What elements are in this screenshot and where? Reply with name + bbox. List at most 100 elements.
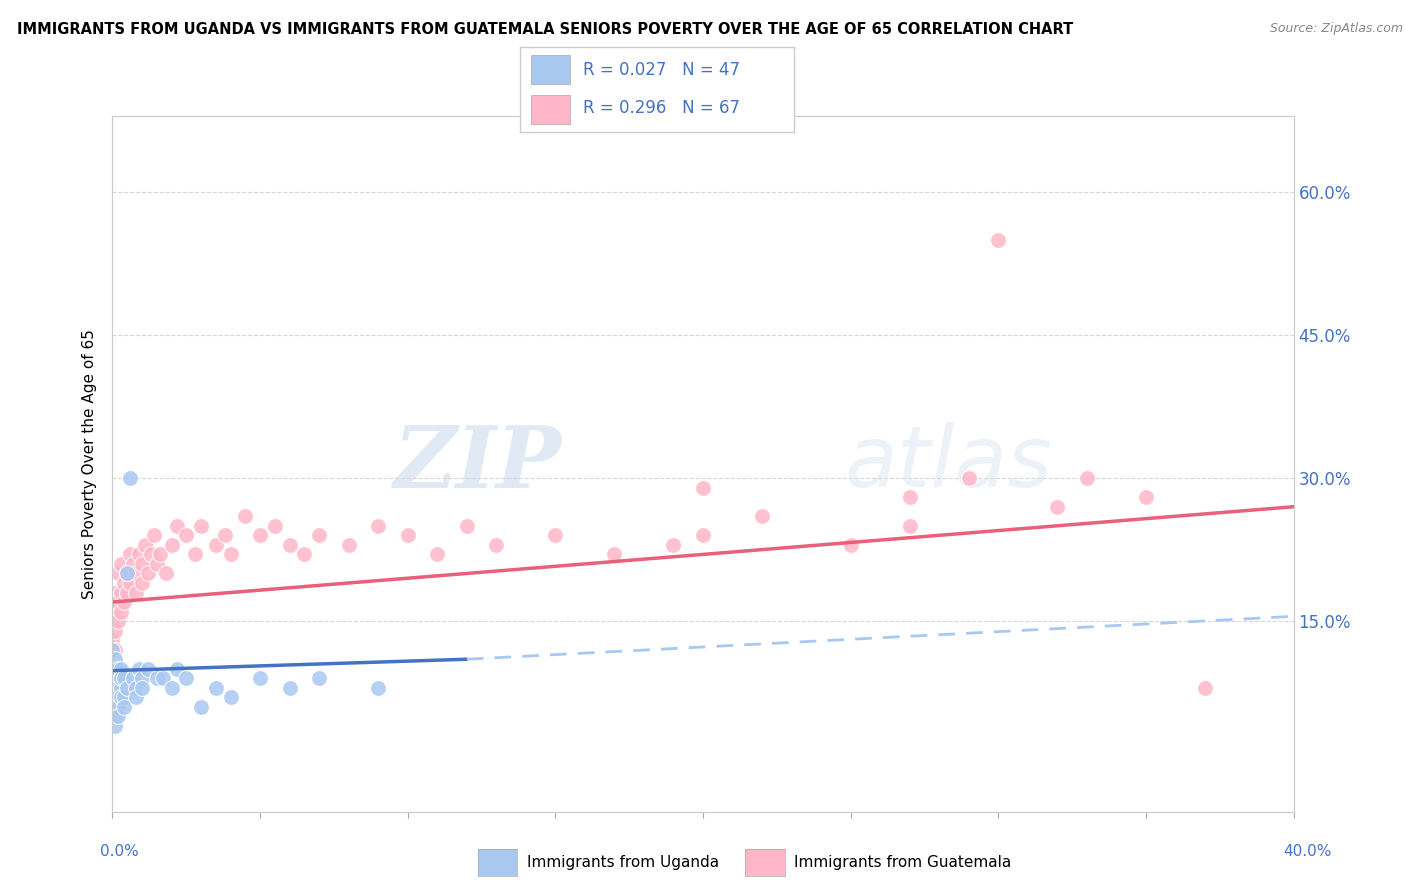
Text: atlas: atlas [845,422,1053,506]
Point [184,548,207,562]
Point [174,671,197,685]
Point [104,690,127,705]
Point [104,671,127,685]
Point [219,690,242,705]
Point [136,566,159,581]
Point [205,681,228,695]
Point [426,548,449,562]
Point [1046,500,1069,514]
Point [112,671,135,685]
Point [485,538,508,552]
Point [107,690,129,705]
Point [110,690,132,705]
Text: 0.0%: 0.0% [100,845,139,859]
Point [292,548,315,562]
Point [104,719,127,733]
Point [117,566,138,581]
Point [125,585,148,599]
Point [101,633,124,648]
Point [107,662,129,676]
FancyBboxPatch shape [531,95,569,123]
Y-axis label: Seniors Poverty Over the Age of 65: Seniors Poverty Over the Age of 65 [82,329,97,599]
Point [107,681,129,695]
Point [107,699,129,714]
Point [308,528,330,542]
Text: Source: ZipAtlas.com: Source: ZipAtlas.com [1270,22,1403,36]
Point [122,671,145,685]
Point [131,671,153,685]
Point [152,671,174,685]
Point [692,528,714,542]
Point [249,671,271,685]
Point [120,548,142,562]
Point [128,662,150,676]
Point [142,528,165,542]
Point [122,557,145,571]
Point [214,528,236,542]
Point [117,681,138,695]
Point [839,538,862,552]
Point [898,490,921,504]
Point [107,566,129,581]
Point [101,681,124,695]
Point [125,690,148,705]
Point [125,566,148,581]
Point [136,662,159,676]
Point [264,518,287,533]
Point [278,681,301,695]
Point [112,595,135,609]
Point [104,652,127,666]
Point [166,662,188,676]
Point [190,699,212,714]
Point [190,518,212,533]
Point [101,642,124,657]
Point [104,585,127,599]
Point [128,548,150,562]
Point [337,538,360,552]
Point [249,528,271,542]
Point [219,548,242,562]
Point [160,538,183,552]
Point [104,699,127,714]
Point [662,538,685,552]
Text: IMMIGRANTS FROM UGANDA VS IMMIGRANTS FROM GUATEMALA SENIORS POVERTY OVER THE AGE: IMMIGRANTS FROM UGANDA VS IMMIGRANTS FRO… [17,22,1073,37]
Point [957,471,980,485]
Point [146,557,169,571]
Point [149,548,172,562]
Point [120,471,142,485]
Text: Immigrants from Uganda: Immigrants from Uganda [527,855,720,870]
FancyBboxPatch shape [531,55,569,84]
Text: Immigrants from Guatemala: Immigrants from Guatemala [794,855,1012,870]
Point [107,595,129,609]
Point [131,576,153,591]
Point [125,681,148,695]
Point [120,576,142,591]
Point [117,585,138,599]
Point [112,576,135,591]
Point [107,709,129,723]
Point [456,518,478,533]
Text: R = 0.027   N = 47: R = 0.027 N = 47 [583,62,741,79]
Text: 40.0%: 40.0% [1284,845,1331,859]
Point [205,538,228,552]
Point [110,671,132,685]
Point [396,528,419,542]
Point [603,548,626,562]
Point [101,614,124,628]
Point [692,481,714,495]
Point [367,681,389,695]
Point [233,509,256,524]
Point [104,709,127,723]
Point [160,681,183,695]
Point [367,518,389,533]
Point [131,557,153,571]
Point [544,528,567,542]
Point [278,538,301,552]
Point [146,671,169,685]
Point [898,518,921,533]
Point [112,690,135,705]
Point [112,699,135,714]
Point [308,671,330,685]
Point [117,566,138,581]
Point [104,624,127,638]
